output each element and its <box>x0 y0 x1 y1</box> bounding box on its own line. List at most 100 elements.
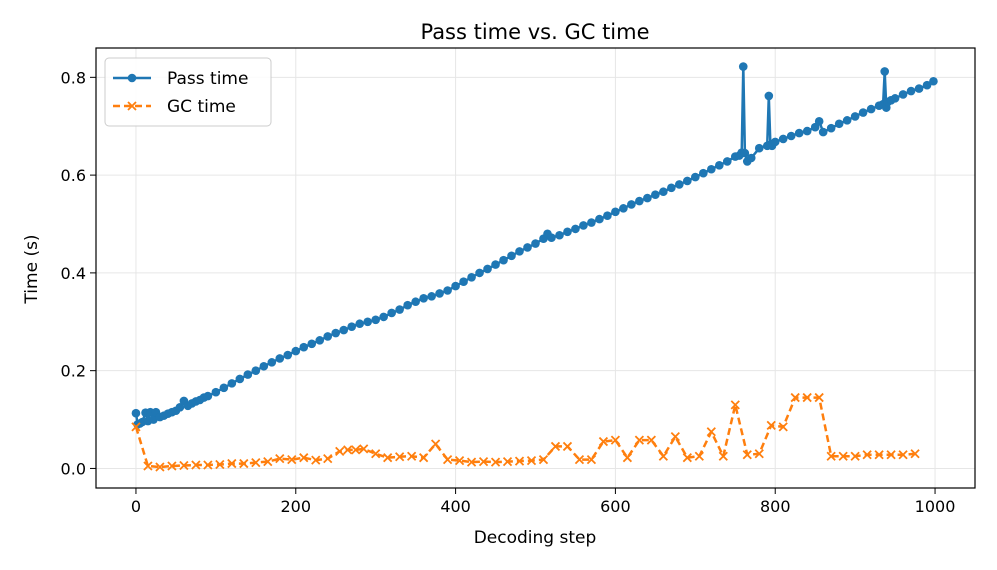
data-point <box>691 172 700 182</box>
legend-pass-time-label: Pass time <box>167 69 248 89</box>
data-point <box>770 137 780 147</box>
data-point <box>235 374 245 384</box>
data-point <box>203 460 213 470</box>
data-point <box>866 104 876 114</box>
chart-title: Pass time vs. GC time <box>420 20 649 44</box>
data-point <box>764 91 774 101</box>
data-point <box>699 168 708 178</box>
y-tick-label: 0.8 <box>61 68 86 87</box>
data-point <box>239 458 249 469</box>
data-point <box>403 300 412 310</box>
data-point <box>850 112 860 121</box>
data-point <box>898 450 908 460</box>
data-point <box>754 143 764 153</box>
data-point <box>794 128 804 138</box>
data-point <box>740 148 750 158</box>
data-point <box>818 127 828 137</box>
data-point <box>746 153 756 163</box>
data-point <box>227 379 237 388</box>
data-point <box>315 336 325 345</box>
data-point <box>802 392 812 403</box>
data-point <box>579 221 588 230</box>
data-point <box>339 325 349 335</box>
data-point <box>243 370 253 379</box>
data-point <box>603 211 612 220</box>
data-point <box>598 436 609 447</box>
data-point <box>379 312 388 322</box>
data-point <box>547 233 556 242</box>
data-point <box>790 392 800 403</box>
data-point <box>574 455 585 465</box>
data-point <box>347 322 357 331</box>
y-tick-label: 0.4 <box>61 264 86 283</box>
x-tick-label: 400 <box>440 497 471 516</box>
data-point <box>430 439 441 449</box>
data-point <box>427 292 436 301</box>
data-point <box>514 456 525 466</box>
data-point <box>475 268 484 278</box>
x-axis-label: Decoding step <box>474 528 597 548</box>
data-point <box>451 281 460 291</box>
data-point <box>499 255 508 265</box>
data-point <box>826 123 836 133</box>
data-point <box>407 451 417 461</box>
series-gc-time <box>131 392 920 472</box>
data-point <box>714 161 724 170</box>
data-point <box>491 260 500 269</box>
y-axis-label: Time (s) <box>22 234 42 304</box>
y-tick-label: 0.0 <box>61 459 86 478</box>
data-point <box>502 456 513 467</box>
data-point <box>307 339 317 349</box>
data-point <box>131 408 141 418</box>
data-point <box>275 354 285 363</box>
data-point <box>507 251 516 261</box>
data-point <box>922 80 932 90</box>
y-tick-label: 0.2 <box>61 362 86 381</box>
data-point <box>526 455 537 466</box>
data-point <box>586 455 597 465</box>
data-point <box>834 119 844 129</box>
x-tick-label: 1000 <box>915 497 956 516</box>
data-point <box>435 289 444 298</box>
data-point <box>323 332 333 341</box>
legend-gc-time-marker <box>127 101 137 111</box>
data-point <box>611 207 620 217</box>
data-point <box>267 358 277 367</box>
data-point <box>299 342 309 352</box>
data-point <box>215 459 225 470</box>
data-point <box>562 441 573 452</box>
data-point <box>227 458 237 469</box>
data-point <box>874 450 884 460</box>
series-layer <box>131 62 938 472</box>
data-point <box>467 272 476 282</box>
data-point <box>778 422 788 432</box>
data-point <box>203 391 213 401</box>
data-point <box>675 180 684 189</box>
data-point <box>682 453 692 463</box>
data-point <box>351 445 361 455</box>
legend-gc-time-label: GC time <box>167 97 236 117</box>
data-point <box>886 450 896 460</box>
data-point <box>563 227 572 237</box>
data-point <box>694 451 704 461</box>
data-point <box>619 204 628 213</box>
data-point <box>906 86 916 96</box>
data-point <box>646 435 657 445</box>
data-point <box>343 445 353 455</box>
data-point <box>211 387 221 397</box>
data-point <box>730 400 740 410</box>
data-point <box>478 456 489 467</box>
data-point <box>814 392 824 403</box>
data-point <box>323 454 333 464</box>
data-point <box>659 187 668 197</box>
data-point <box>418 453 429 463</box>
data-point <box>251 366 261 375</box>
data-point <box>555 230 564 240</box>
data-point <box>842 116 852 125</box>
data-point <box>683 176 692 186</box>
data-point <box>706 427 716 437</box>
data-point <box>814 117 824 126</box>
plot-frame <box>95 47 976 489</box>
data-point <box>311 455 321 465</box>
data-point <box>670 432 680 442</box>
